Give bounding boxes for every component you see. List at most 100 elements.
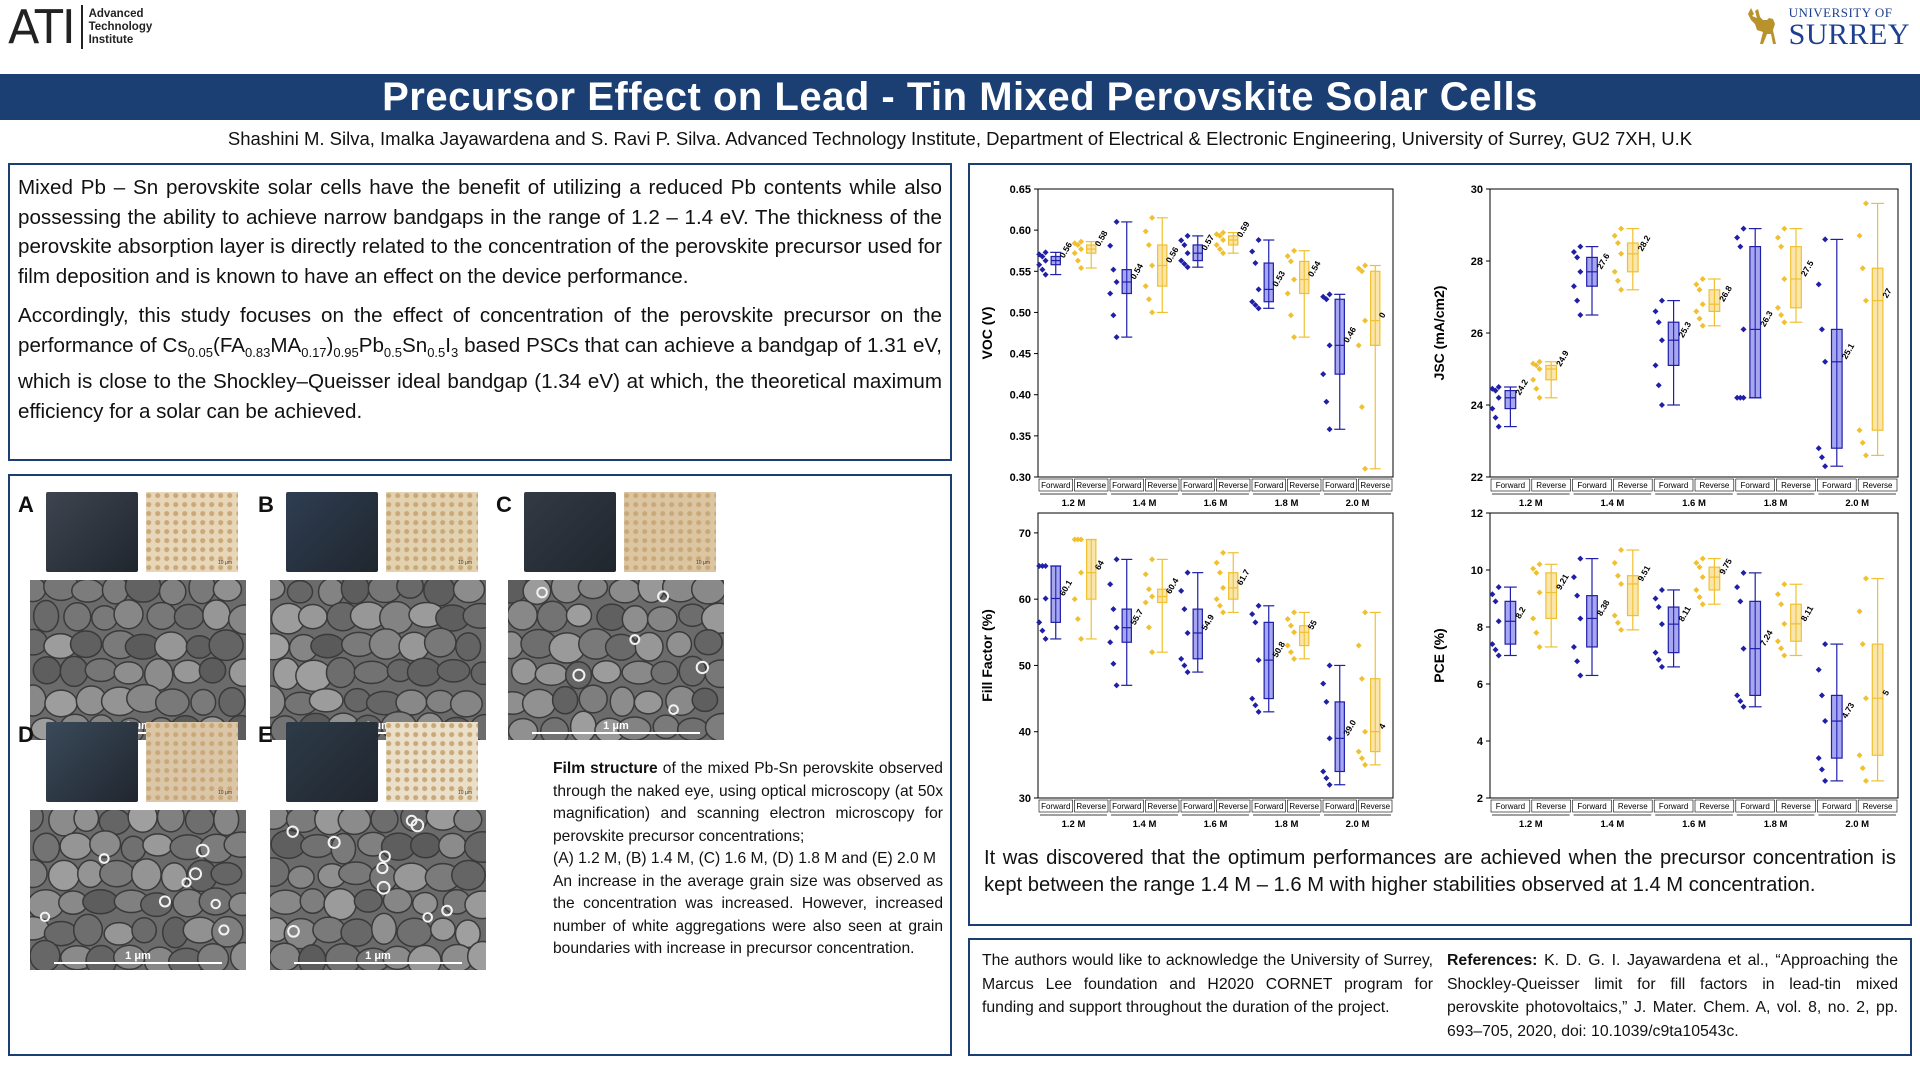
data-point: [1699, 322, 1706, 329]
data-point: [1577, 243, 1584, 250]
data-point: [1145, 296, 1152, 303]
sem-scale-label: 1 μm: [125, 950, 151, 962]
data-point: [1658, 586, 1665, 593]
data-point: [1078, 246, 1085, 253]
box: [1504, 390, 1517, 410]
y-tick-label: 12: [1471, 508, 1483, 520]
plot-frame: [1489, 512, 1899, 799]
category-label: 2.0 M: [1346, 819, 1370, 830]
data-point: [1774, 638, 1781, 645]
data-point: [1291, 609, 1298, 616]
data-point: [1320, 680, 1327, 687]
ati-logo-line: Institute: [88, 33, 134, 46]
stag-icon: [1747, 8, 1776, 44]
data-point: [1618, 286, 1625, 293]
sub-axis-cell: [1490, 478, 1531, 492]
box: [1667, 321, 1680, 366]
box: [1830, 328, 1843, 449]
sub-axis-cell: [1287, 799, 1322, 813]
data-point: [1740, 225, 1747, 232]
y-tick-label: 60: [1019, 594, 1031, 606]
data-point: [1655, 604, 1662, 611]
data-point: [1110, 660, 1117, 667]
data-point: [1362, 761, 1369, 768]
data-point: [1042, 257, 1049, 264]
category-label: 1.6 M: [1204, 498, 1228, 509]
sub-axis-cell: [1857, 799, 1898, 813]
sub-axis-cell: [1694, 478, 1735, 492]
reference-entry: K. D. G. I. Jayawardena et al., “Approac…: [1447, 952, 1898, 1040]
sub-axis-label: Forward: [1183, 481, 1212, 490]
data-point: [1614, 240, 1621, 246]
data-point: [1530, 360, 1537, 367]
sub-axis-label: Forward: [1112, 481, 1141, 490]
sub-axis-label: Reverse: [1863, 802, 1893, 811]
data-point: [1774, 591, 1781, 598]
data-point: [1358, 268, 1365, 275]
data-point: [1362, 465, 1369, 472]
data-point: [1611, 268, 1618, 275]
box: [1086, 538, 1097, 600]
data-point: [1113, 278, 1120, 285]
data-point: [1355, 265, 1362, 272]
data-point: [1489, 385, 1496, 392]
data-point: [1149, 262, 1156, 269]
data-point: [1213, 241, 1220, 248]
data-point: [1110, 606, 1117, 613]
sub-axis-cell: [1358, 799, 1393, 813]
box: [1370, 270, 1381, 346]
data-point: [1355, 748, 1362, 755]
median-label: 0.59: [1235, 219, 1252, 239]
sub-axis-label: Reverse: [1536, 481, 1566, 490]
data-point: [1740, 703, 1747, 710]
y-tick-label: 8: [1477, 622, 1483, 634]
sub-axis-cell: [1251, 799, 1286, 813]
data-point: [1326, 781, 1333, 788]
surrey-logo-line: SURREY: [1788, 18, 1910, 51]
box: [1334, 298, 1345, 375]
box: [1050, 565, 1061, 623]
data-point: [1074, 241, 1081, 248]
box: [1299, 625, 1310, 647]
box: [1157, 588, 1168, 604]
data-point: [1252, 260, 1259, 267]
sub-axis-label: Forward: [1822, 481, 1851, 490]
data-point: [1862, 695, 1869, 702]
data-point: [1489, 641, 1496, 648]
optical-micrograph: 10 μm: [146, 492, 238, 572]
sub-axis-cell: [1531, 478, 1571, 492]
caption-observation: An increase in the average grain size wa…: [553, 872, 943, 958]
data-point: [1149, 556, 1156, 563]
data-point: [1036, 251, 1043, 258]
sub-axis-label: Reverse: [1700, 481, 1730, 490]
median-label: 55: [1306, 618, 1320, 631]
sample-label: B: [258, 492, 274, 517]
data-point: [1249, 298, 1256, 305]
data-point: [1039, 627, 1046, 634]
data-point: [1652, 595, 1659, 602]
data-point: [1658, 663, 1665, 670]
y-tick-label: 0.35: [1010, 431, 1031, 443]
data-point: [1611, 612, 1618, 619]
box: [1626, 575, 1639, 617]
sub-axis-label: Forward: [1041, 481, 1070, 490]
data-point: [1142, 283, 1149, 290]
y-tick-label: 26: [1471, 328, 1483, 340]
y-tick-label: 4: [1477, 736, 1484, 748]
data-point: [1284, 616, 1291, 623]
data-point: [1737, 698, 1744, 705]
optical-micrograph: 10 μm: [146, 722, 238, 802]
data-point: [1658, 337, 1665, 344]
box: [1749, 245, 1762, 399]
data-point: [1291, 276, 1298, 283]
sample-label: A: [18, 492, 34, 517]
data-point: [1358, 755, 1365, 762]
sub-axis-cell: [1776, 478, 1816, 492]
ati-logo-words: Advanced Technology Institute: [89, 8, 153, 47]
data-point: [1655, 656, 1662, 663]
box: [1708, 566, 1721, 591]
category-label: 2.0 M: [1845, 819, 1869, 830]
box: [1545, 364, 1558, 381]
sub-axis-label: Forward: [1112, 802, 1141, 811]
category-label: 1.8 M: [1764, 819, 1788, 830]
